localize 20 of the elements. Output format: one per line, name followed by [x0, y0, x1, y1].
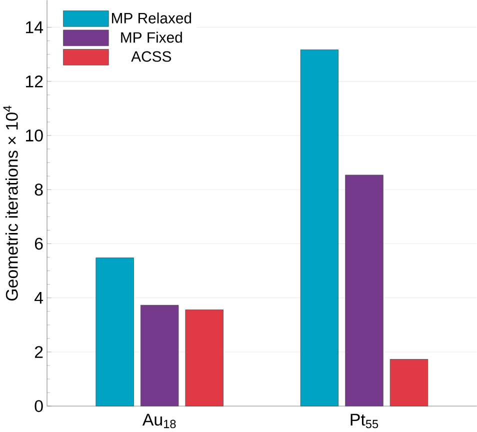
x-tick-label: Au$_{18}$ — [142, 414, 176, 428]
y-tick-label: 6 — [34, 238, 43, 250]
y-axis-title: Geometric iterations × 10$^{4}$ — [3, 106, 18, 301]
y-tick-label: 10 — [26, 130, 43, 142]
bar — [390, 359, 428, 407]
y-tick-label: 2 — [34, 346, 43, 358]
y-tick-label: 12 — [26, 76, 43, 88]
legend-label: MP Fixed — [121, 32, 182, 43]
bar — [140, 305, 179, 407]
bar — [345, 175, 384, 407]
x-tick-label: Pt$_{55}$ — [350, 414, 378, 428]
y-tick-label: 4 — [34, 292, 44, 304]
y-tick-label: 14 — [26, 22, 44, 34]
legend-label: ACSS — [131, 51, 172, 62]
y-tick-label: 0 — [34, 400, 43, 412]
bar — [300, 50, 339, 407]
y-tick-label: 8 — [34, 184, 43, 196]
bar — [96, 258, 134, 407]
bar — [185, 310, 224, 407]
legend-label: MP Relaxed — [112, 12, 192, 24]
